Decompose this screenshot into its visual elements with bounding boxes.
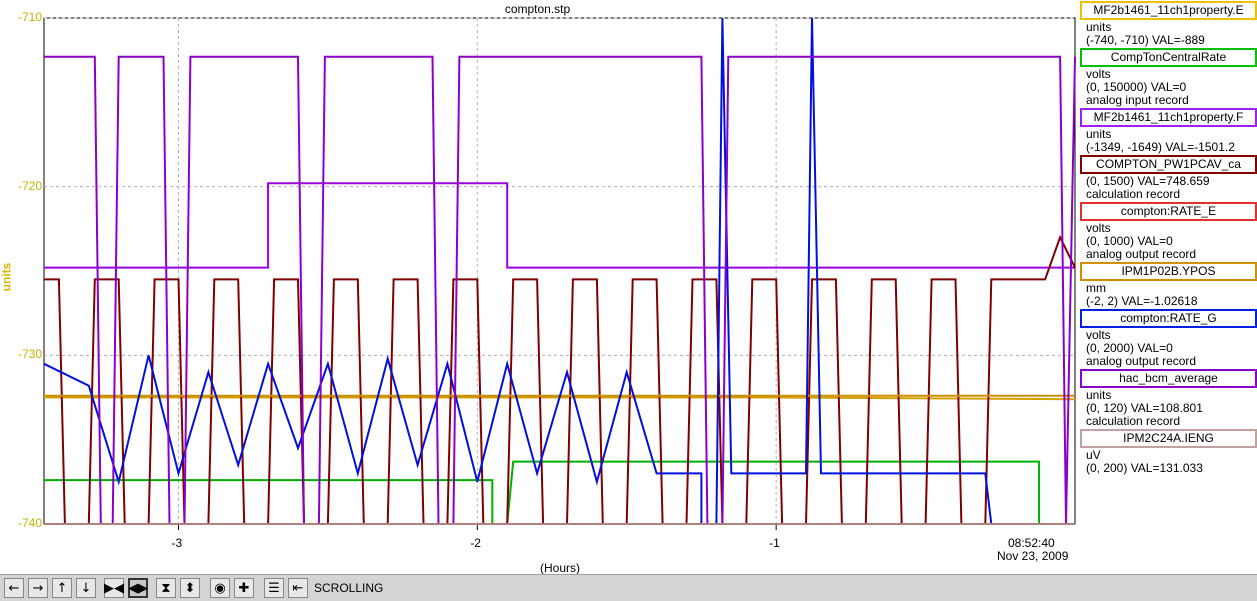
scroll-status: SCROLLING: [314, 581, 384, 595]
arrow-up-button[interactable]: ↑: [52, 578, 72, 598]
arrow-down-icon: ↓: [80, 580, 92, 596]
legend-item-detail: volts: [1086, 221, 1111, 235]
legend-item-detail: units: [1086, 388, 1112, 402]
series-line-6: [43, 17, 1075, 525]
scroll-mode-icon: ⇤: [292, 580, 304, 596]
zoom-x-in-icon: ▶◀: [104, 580, 124, 596]
arrow-up-icon: ↑: [56, 580, 68, 596]
legend-item-detail: units: [1086, 127, 1112, 141]
arrow-right-icon: →: [32, 580, 44, 596]
arrow-left-button[interactable]: ←: [4, 578, 24, 598]
zoom-y-in-icon: ⧗: [161, 580, 171, 596]
legend-item-detail: volts: [1086, 328, 1111, 342]
autoscale-icon: ◉: [214, 580, 226, 596]
legend-item-detail: analog output record: [1086, 247, 1197, 261]
arrow-left-icon: ←: [8, 580, 20, 596]
legend-item-detail: calculation record: [1086, 414, 1181, 428]
legend-item-detail: (-2, 2) VAL=-1.02618: [1086, 294, 1198, 308]
y-tick-label: -740: [17, 516, 42, 530]
current-time: 08:52:40: [1008, 536, 1055, 550]
legend-item-detail: (0, 150000) VAL=0: [1086, 80, 1187, 94]
zoom-y-out-icon: ⬍: [184, 580, 196, 596]
series-line-1: [44, 460, 1075, 525]
legend-item-name[interactable]: IPM2C24A.IENG: [1080, 429, 1257, 448]
zoom-x-out-icon: ◀▶: [128, 580, 148, 596]
current-date: Nov 23, 2009: [997, 549, 1069, 563]
plot-frame: [43, 17, 1076, 525]
crosshair-button[interactable]: ✚: [234, 578, 254, 598]
arrow-right-button[interactable]: →: [28, 578, 48, 598]
legend-item[interactable]: hac_bcm_average units (0, 120) VAL=108.801…: [1080, 369, 1257, 428]
legend-item-detail: (0, 1500) VAL=748.659: [1086, 174, 1210, 188]
legend-item[interactable]: MF2b1461_11ch1property.F units (-1349, -16…: [1080, 108, 1257, 154]
series-line-2: [44, 182, 1075, 269]
x-tick-label: -1: [769, 536, 780, 550]
legend-item-name[interactable]: compton:RATE_E: [1080, 202, 1257, 221]
y-tick-label: -710: [17, 10, 42, 24]
legend-item-detail: (0, 2000) VAL=0: [1086, 341, 1173, 355]
series-line-0: [44, 396, 1076, 401]
legend-item-detail: volts: [1086, 67, 1111, 81]
x-axis-label: (Hours): [540, 561, 581, 575]
legend-item-detail: (0, 200) VAL=131.033: [1086, 461, 1203, 475]
legend-item[interactable]: IPM2C24A.IENG uV (0, 200) VAL=131.033: [1080, 429, 1257, 475]
zoom-y-out-button[interactable]: ⬍: [180, 578, 200, 598]
autoscale-button[interactable]: ◉: [210, 578, 230, 598]
legend-item-detail: (0, 1000) VAL=0: [1086, 234, 1173, 248]
legend-item[interactable]: compton:RATE_G volts (0, 2000) VAL=0 analog…: [1080, 309, 1257, 368]
legend-item-detail: (0, 120) VAL=108.801: [1086, 401, 1203, 415]
legend-item-detail: mm: [1086, 281, 1106, 295]
legend-item-name[interactable]: IPM1P02B.YPOS: [1080, 262, 1257, 281]
legend-item-name[interactable]: MF2b1461_11ch1property.E: [1080, 1, 1257, 20]
legend-item-name[interactable]: COMPTON_PW1PCAV_ca: [1080, 155, 1257, 174]
crosshair-icon: ✚: [238, 580, 250, 596]
legend-item-detail: analog input record: [1086, 93, 1189, 107]
y-tick-label: -730: [17, 347, 42, 362]
toolbar: ← → ↑ ↓ ▶◀ ◀▶ ⧗ ⬍ ◉ ✚ ☰ ⇤ SCROLLING: [0, 574, 1257, 601]
legend-item[interactable]: IPM1P02B.YPOS mm (-2, 2) VAL=-1.02618: [1080, 262, 1257, 308]
config-icon: ☰: [268, 580, 280, 596]
legend-item-detail: units: [1086, 20, 1112, 34]
chart-area[interactable]: [0, 0, 1080, 574]
legend-item[interactable]: compton:RATE_E volts (0, 1000) VAL=0 analog…: [1080, 202, 1257, 261]
legend-item-name[interactable]: CompTonCentralRate: [1080, 48, 1257, 67]
config-button[interactable]: ☰: [264, 578, 284, 598]
zoom-y-in-button[interactable]: ⧗: [156, 578, 176, 598]
scroll-mode-button[interactable]: ⇤: [288, 578, 308, 598]
zoom-x-out-button[interactable]: ◀▶: [128, 578, 148, 598]
legend-item[interactable]: COMPTON_PW1PCAV_ca (0, 1500) VAL=748.659 c…: [1080, 155, 1257, 201]
legend-item-detail: (-1349, -1649) VAL=-1501.2: [1086, 140, 1235, 154]
legend-item[interactable]: MF2b1461_11ch1property.E units (-740, -710…: [1080, 1, 1257, 47]
legend-item-name[interactable]: compton:RATE_G: [1080, 309, 1257, 328]
legend-panel: MF2b1461_11ch1property.E units (-740, -710…: [1080, 0, 1257, 475]
legend-item[interactable]: CompTonCentralRate volts (0, 150000) VAL=0…: [1080, 48, 1257, 107]
legend-item-name[interactable]: hac_bcm_average: [1080, 369, 1257, 388]
legend-item-name[interactable]: MF2b1461_11ch1property.F: [1080, 108, 1257, 127]
arrow-down-button[interactable]: ↓: [76, 578, 96, 598]
series-line-7: [44, 55, 1076, 525]
zoom-x-in-button[interactable]: ▶◀: [104, 578, 124, 598]
y-tick-label: -720: [17, 178, 42, 193]
legend-item-detail: uV: [1086, 448, 1101, 462]
x-tick-label: -2: [470, 536, 481, 550]
legend-item-detail: calculation record: [1086, 187, 1181, 201]
x-tick-label: -3: [171, 536, 183, 550]
chart-title: compton.stp: [504, 2, 571, 16]
legend-item-detail: analog output record: [1086, 354, 1197, 368]
legend-item-detail: (-740, -710) VAL=-889: [1086, 33, 1205, 47]
